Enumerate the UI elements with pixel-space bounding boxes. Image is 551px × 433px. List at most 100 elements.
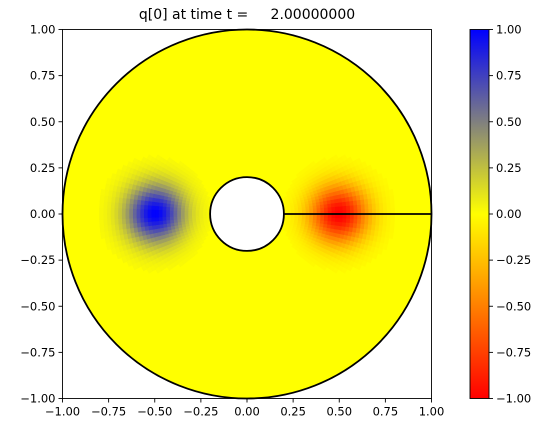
heat-cell: [99, 207, 104, 215]
heat-cell: [158, 206, 163, 211]
heat-cell: [165, 206, 171, 212]
heat-cell: [382, 177, 389, 186]
heat-cell: [312, 216, 318, 221]
heat-cell: [371, 218, 377, 226]
heat-cell: [99, 213, 104, 221]
heat-cell: [150, 217, 156, 223]
heat-cell: [309, 216, 314, 220]
heat-cell: [360, 218, 366, 225]
heat-cell: [139, 213, 145, 219]
heat-cell: [176, 210, 181, 215]
heat-cell: [110, 213, 115, 221]
heat-cell: [327, 217, 333, 222]
heat-cell: [345, 217, 351, 223]
chart-title: q[0] at time t = 2.00000000: [139, 7, 355, 23]
heat-cell: [377, 173, 384, 181]
y-tick-label: −0.50: [20, 299, 55, 313]
heat-cell: [191, 211, 196, 215]
heat-cell: [110, 207, 115, 215]
colorbar-tick-label: 0.50: [496, 115, 522, 129]
heat-cell: [187, 211, 193, 215]
y-tick-label: 0.25: [30, 161, 56, 175]
heat-cell: [166, 264, 173, 271]
heat-cell: [136, 218, 141, 224]
heat-cell: [99, 219, 104, 227]
plot-area: [61, 28, 433, 400]
x-tick-label: −0.25: [183, 405, 218, 419]
heat-cell: [169, 213, 174, 218]
heat-cell: [165, 210, 170, 215]
heat-cell: [121, 208, 126, 215]
heat-cell: [106, 213, 111, 221]
heat-cell: [372, 168, 379, 176]
heat-cell: [353, 204, 358, 210]
heat-cell: [100, 189, 106, 197]
heat-cell: [331, 206, 336, 211]
heat-cell: [154, 213, 159, 219]
heat-cell: [154, 217, 160, 223]
x-tick-label: 0.75: [373, 405, 399, 419]
x-tick-label: −0.50: [137, 405, 172, 419]
heat-cell: [345, 205, 351, 211]
x-tick-label: 1.00: [419, 405, 445, 419]
heat-cell: [121, 213, 126, 220]
heat-cell: [361, 161, 368, 169]
heat-cell: [125, 203, 130, 210]
heat-cell: [102, 213, 108, 221]
heat-cell: [158, 209, 163, 215]
heat-cell: [342, 217, 347, 223]
heat-cell: [154, 209, 159, 215]
heat-cell: [110, 219, 115, 226]
heat-cell: [140, 264, 148, 272]
heat-cell: [128, 208, 134, 215]
heat-cell: [100, 231, 106, 239]
heat-cell: [364, 203, 369, 210]
heat-cell: [143, 217, 149, 223]
heat-cell: [364, 218, 369, 225]
colorbar-tick-label: −0.25: [496, 253, 531, 267]
heat-cell: [368, 203, 373, 210]
inner-boundary: [209, 176, 285, 252]
colorbar-gradient: [469, 29, 490, 399]
heat-cell: [139, 209, 145, 215]
y-tick-label: 1.00: [30, 23, 56, 37]
heat-cell: [126, 259, 133, 267]
heat-cell: [106, 207, 111, 215]
heat-cell: [161, 213, 167, 218]
heat-cell: [117, 202, 123, 210]
heat-cell: [390, 219, 395, 227]
heat-cell: [158, 217, 163, 222]
heat-cell: [338, 217, 344, 223]
colorbar-tick-label: 1.00: [496, 23, 522, 37]
heat-cell: [147, 217, 152, 223]
y-axis: −1.00 −0.75 −0.50 −0.25 0.00 0.25 0.50 0.75 1.00: [20, 23, 63, 406]
heat-cell: [99, 195, 105, 203]
heat-cell: [128, 203, 134, 210]
heat-cell: [334, 205, 340, 211]
heat-cell: [136, 204, 141, 210]
heat-cell: [316, 216, 322, 221]
heat-cell: [172, 213, 178, 218]
heat-cell: [321, 157, 328, 164]
x-tick-label: 0.25: [280, 405, 306, 419]
heat-cell: [346, 156, 354, 164]
heat-cell: [356, 204, 362, 210]
heat-cell: [131, 263, 139, 271]
heat-cell: [355, 157, 363, 165]
heat-cell: [349, 204, 355, 210]
colorbar-tick-label: 0.25: [496, 161, 522, 175]
heat-cell: [124, 213, 130, 220]
heat-cell: [375, 202, 381, 209]
heat-cell: [143, 209, 148, 215]
heat-cell: [135, 209, 141, 215]
heat-cell: [150, 209, 156, 215]
heat-cell: [379, 202, 384, 209]
heat-cell: [147, 209, 152, 215]
heat-cell: [183, 211, 189, 215]
x-tick-label: −1.00: [45, 405, 80, 419]
heat-cell: [121, 203, 126, 210]
heat-cell: [128, 213, 134, 220]
heat-cell: [341, 154, 348, 162]
x-tick-label: 0.50: [326, 405, 352, 419]
